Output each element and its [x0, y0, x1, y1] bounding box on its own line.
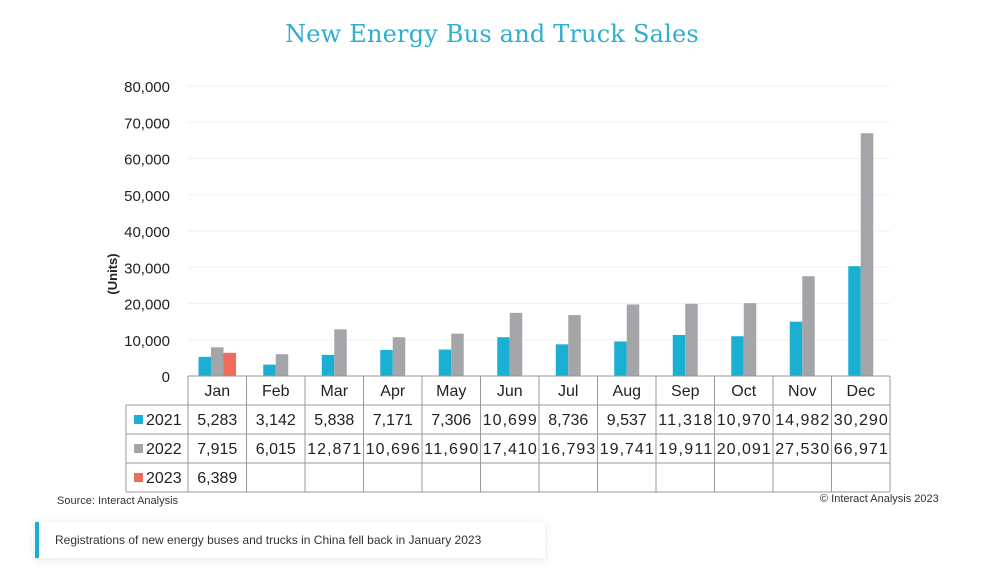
data-label: 10,699	[483, 412, 537, 429]
data-label: 66,971	[834, 441, 888, 458]
bar-2021-feb	[263, 364, 276, 376]
data-label: 12,871	[307, 441, 361, 458]
bar-2023-jan	[223, 352, 236, 376]
data-label: 16,793	[541, 441, 595, 458]
x-tick-label: Jul	[558, 383, 578, 400]
data-label: 10,696	[366, 441, 420, 458]
data-label: 10,970	[717, 412, 771, 429]
x-tick-label: Oct	[731, 383, 756, 400]
bar-2021-dec	[848, 266, 861, 376]
x-tick-label: Nov	[788, 383, 816, 400]
bar-2022-jun	[509, 312, 523, 376]
data-label: 8,736	[548, 412, 588, 429]
y-tick-label: 50,000	[124, 188, 170, 205]
source-note: Source: Interact Analysis	[57, 495, 179, 507]
legend-label: 2022	[146, 441, 182, 458]
data-label: 5,838	[314, 412, 354, 429]
data-label: 27,530	[775, 441, 829, 458]
x-tick-label: Jun	[497, 383, 523, 400]
bar-2021-sep	[672, 334, 686, 376]
bar-2022-oct	[743, 303, 757, 376]
y-tick-label: 0	[162, 369, 170, 386]
bar-2021-mar	[321, 354, 335, 376]
data-label: 17,410	[483, 441, 537, 458]
x-tick-label: Mar	[320, 383, 348, 400]
bar-2021-aug	[614, 341, 627, 376]
caption-text: Registrations of new energy buses and tr…	[55, 533, 482, 547]
data-label: 11,318	[658, 412, 712, 429]
data-label: 30,290	[834, 412, 888, 429]
y-tick-label: 30,000	[124, 260, 170, 277]
data-label: 6,389	[197, 470, 237, 487]
x-tick-label: May	[436, 383, 466, 400]
y-tick-label: 80,000	[124, 79, 170, 96]
data-label: 3,142	[256, 412, 296, 429]
legend-label: 2021	[146, 412, 182, 429]
data-label: 9,537	[607, 412, 647, 429]
bar-2022-sep	[685, 303, 698, 376]
bar-2022-feb	[275, 354, 289, 376]
bar-2022-aug	[626, 304, 640, 376]
legend-label: 2023	[146, 470, 182, 487]
bar-2022-jan	[211, 347, 224, 376]
chart-title: New Energy Bus and Truck Sales	[285, 20, 699, 48]
bar-2022-nov	[802, 276, 815, 376]
x-tick-label: Dec	[847, 383, 875, 400]
data-label: 6,015	[256, 441, 296, 458]
y-axis-label: (Units)	[105, 253, 120, 294]
data-label: 14,982	[775, 412, 829, 429]
data-label: 7,306	[431, 412, 471, 429]
y-tick-label: 70,000	[124, 115, 170, 132]
bar-2022-mar	[334, 329, 347, 376]
copyright-note: © Interact Analysis 2023	[820, 493, 939, 505]
data-label: 11,690	[424, 441, 478, 458]
bar-2021-nov	[789, 321, 803, 376]
data-label: 5,283	[197, 412, 237, 429]
x-tick-label: Jan	[204, 383, 230, 400]
bar-2021-jul	[555, 344, 569, 376]
bar-2021-oct	[731, 336, 744, 376]
bar-2022-apr	[392, 337, 406, 376]
bar-2022-may	[451, 333, 464, 376]
x-tick-label: Feb	[262, 383, 290, 400]
y-tick-label: 10,000	[124, 333, 170, 350]
y-tick-label: 60,000	[124, 152, 170, 169]
legend-swatch-2023	[134, 473, 143, 482]
legend-swatch-2021	[134, 415, 143, 424]
bar-2022-dec	[860, 133, 874, 376]
data-label: 19,741	[600, 441, 654, 458]
x-tick-label: Apr	[380, 383, 406, 400]
bar-2021-jun	[497, 337, 510, 376]
y-tick-label: 20,000	[124, 297, 170, 314]
y-tick-label: 40,000	[124, 224, 170, 241]
data-label: 19,911	[658, 441, 712, 458]
caption-box: Registrations of new energy buses and tr…	[35, 522, 545, 558]
data-label: 20,091	[717, 441, 771, 458]
bar-2021-may	[438, 349, 452, 376]
x-tick-label: Sep	[671, 383, 700, 400]
data-label: 7,171	[373, 412, 413, 429]
data-label: 7,915	[197, 441, 237, 458]
bar-2021-apr	[380, 350, 393, 376]
legend-swatch-2022	[134, 444, 143, 453]
x-tick-label: Aug	[613, 383, 641, 400]
bar-2022-jul	[568, 315, 581, 376]
bar-2021-jan	[198, 356, 211, 376]
